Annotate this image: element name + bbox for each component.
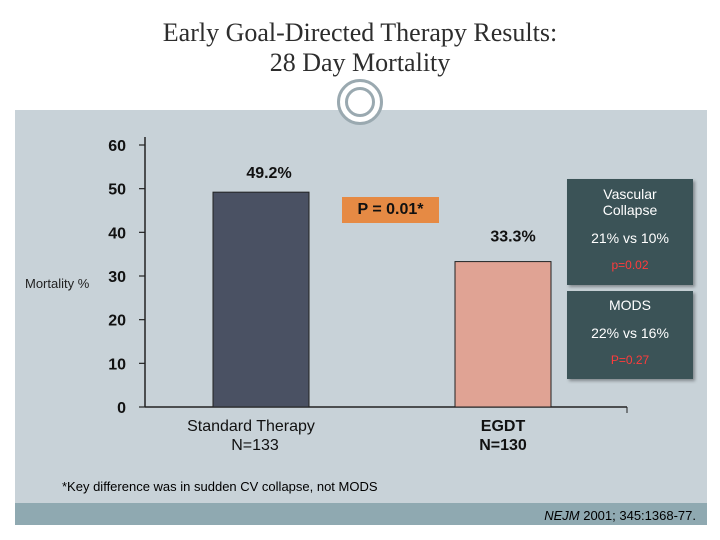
vascular-title-line-1: Vascular bbox=[603, 186, 657, 202]
mods-box: MODS 22% vs 16% P=0.27 bbox=[567, 291, 693, 379]
title-line-1: Early Goal-Directed Therapy Results: bbox=[162, 18, 558, 47]
slide-title: Early Goal-Directed Therapy Results: 28 … bbox=[0, 18, 720, 78]
title-line-2: 28 Day Mortality bbox=[269, 48, 451, 77]
vascular-p-value: p=0.02 bbox=[611, 258, 649, 272]
vascular-collapse-box: Vascular Collapse 21% vs 10% p=0.02 bbox=[567, 179, 693, 285]
category-sublabel: N=130 bbox=[479, 437, 527, 454]
y-tick-label: 60 bbox=[108, 138, 126, 155]
vascular-stat: 21% vs 10% bbox=[591, 230, 669, 246]
y-tick-label: 40 bbox=[108, 225, 126, 242]
footer-bar bbox=[15, 503, 707, 525]
mods-title: MODS bbox=[609, 297, 651, 313]
y-tick-label: 20 bbox=[108, 313, 126, 330]
y-axis-label: Mortality % bbox=[25, 276, 90, 291]
citation-journal: NEJM bbox=[544, 508, 580, 523]
mods-p-value: P=0.27 bbox=[610, 353, 650, 367]
mods-stat: 22% vs 16% bbox=[591, 325, 669, 341]
category-label: EGDT bbox=[481, 418, 526, 435]
citation-details: 2001; 345:1368-77. bbox=[579, 508, 696, 523]
vascular-title-line-2: Collapse bbox=[602, 202, 658, 218]
bar-value-label: 49.2% bbox=[246, 165, 291, 182]
category-sublabel: N=133 bbox=[231, 437, 279, 454]
p-value-box: P = 0.01* bbox=[342, 197, 439, 223]
y-tick-label: 30 bbox=[108, 269, 126, 286]
decorative-circle-icon bbox=[337, 79, 383, 125]
bar bbox=[454, 261, 552, 408]
y-tick-label: 10 bbox=[108, 356, 126, 373]
y-tick-label: 0 bbox=[117, 400, 126, 417]
bar-value-label: 33.3% bbox=[490, 229, 535, 246]
footnote: *Key difference was in sudden CV collaps… bbox=[62, 479, 378, 494]
category-label: Standard Therapy bbox=[187, 418, 315, 435]
y-tick-label: 50 bbox=[108, 182, 126, 199]
citation: NEJM 2001; 345:1368-77. bbox=[544, 508, 696, 523]
bar bbox=[212, 191, 310, 408]
